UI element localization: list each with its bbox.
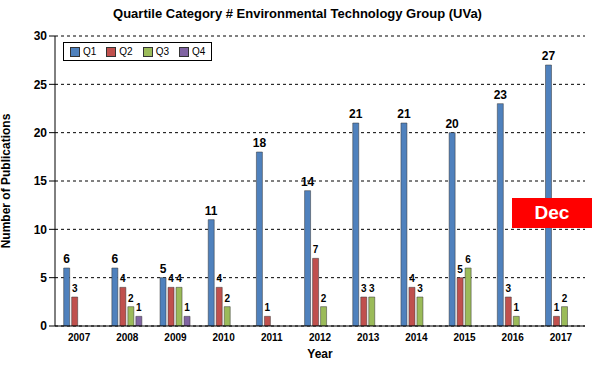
- svg-text:23: 23: [494, 88, 508, 102]
- svg-text:Number of Publications: Number of Publications: [8, 113, 13, 248]
- svg-text:4: 4: [176, 273, 182, 284]
- svg-text:5: 5: [160, 262, 167, 276]
- svg-text:1: 1: [265, 302, 271, 313]
- svg-text:3: 3: [72, 283, 78, 294]
- svg-text:1: 1: [514, 302, 520, 313]
- svg-text:2: 2: [128, 293, 134, 304]
- svg-text:3: 3: [361, 283, 367, 294]
- html-text:Q1: Q1: [83, 46, 97, 57]
- svg-text:4: 4: [409, 273, 415, 284]
- svg-text:6: 6: [112, 252, 119, 266]
- svg-text:20: 20: [34, 126, 48, 140]
- svg-text:2013: 2013: [357, 332, 380, 343]
- svg-text:2007: 2007: [68, 332, 91, 343]
- svg-text:5: 5: [457, 264, 463, 275]
- svg-text:2012: 2012: [309, 332, 332, 343]
- svg-text:4: 4: [120, 273, 126, 284]
- svg-text:3: 3: [417, 283, 423, 294]
- svg-text:0: 0: [40, 319, 47, 333]
- svg-text:2015: 2015: [453, 332, 476, 343]
- html-text:Dec: Dec: [534, 202, 570, 223]
- svg-text:2016: 2016: [502, 332, 525, 343]
- svg-text:5: 5: [40, 271, 47, 285]
- svg-text:Year: Year: [307, 347, 333, 361]
- svg-text:2009: 2009: [164, 332, 187, 343]
- html-text:Q2: Q2: [119, 46, 133, 57]
- svg-text:14: 14: [301, 175, 315, 189]
- svg-text:15: 15: [34, 174, 48, 188]
- svg-text:11: 11: [205, 204, 218, 218]
- svg-text:6: 6: [63, 252, 70, 266]
- svg-text:30: 30: [34, 29, 48, 43]
- svg-text:2010: 2010: [213, 332, 236, 343]
- svg-text:2: 2: [224, 293, 230, 304]
- svg-text:20: 20: [445, 117, 459, 131]
- svg-text:4: 4: [216, 273, 222, 284]
- svg-text:21: 21: [349, 107, 363, 121]
- svg-text:2017: 2017: [550, 332, 573, 343]
- svg-text:27: 27: [542, 49, 556, 63]
- svg-text:2: 2: [321, 293, 327, 304]
- html-text:Q3: Q3: [155, 46, 169, 57]
- html-text:Q4: Q4: [192, 46, 206, 57]
- svg-text:6: 6: [465, 254, 471, 265]
- svg-text:21: 21: [397, 107, 411, 121]
- svg-text:1: 1: [184, 302, 190, 313]
- svg-text:25: 25: [34, 78, 48, 92]
- svg-text:3: 3: [506, 283, 512, 294]
- svg-text:1: 1: [136, 302, 142, 313]
- svg-text:2008: 2008: [116, 332, 139, 343]
- svg-text:7: 7: [313, 244, 319, 255]
- svg-text:18: 18: [253, 136, 267, 150]
- svg-text:2011: 2011: [261, 332, 283, 343]
- svg-text:3: 3: [369, 283, 375, 294]
- svg-text:1: 1: [554, 302, 560, 313]
- svg-text:2014: 2014: [405, 332, 428, 343]
- svg-text:4: 4: [168, 273, 174, 284]
- html-text:Quartile Category # Environmen: Quartile Category # Environmental Techno…: [113, 6, 482, 21]
- svg-text:10: 10: [34, 223, 48, 237]
- svg-text:2: 2: [562, 293, 568, 304]
